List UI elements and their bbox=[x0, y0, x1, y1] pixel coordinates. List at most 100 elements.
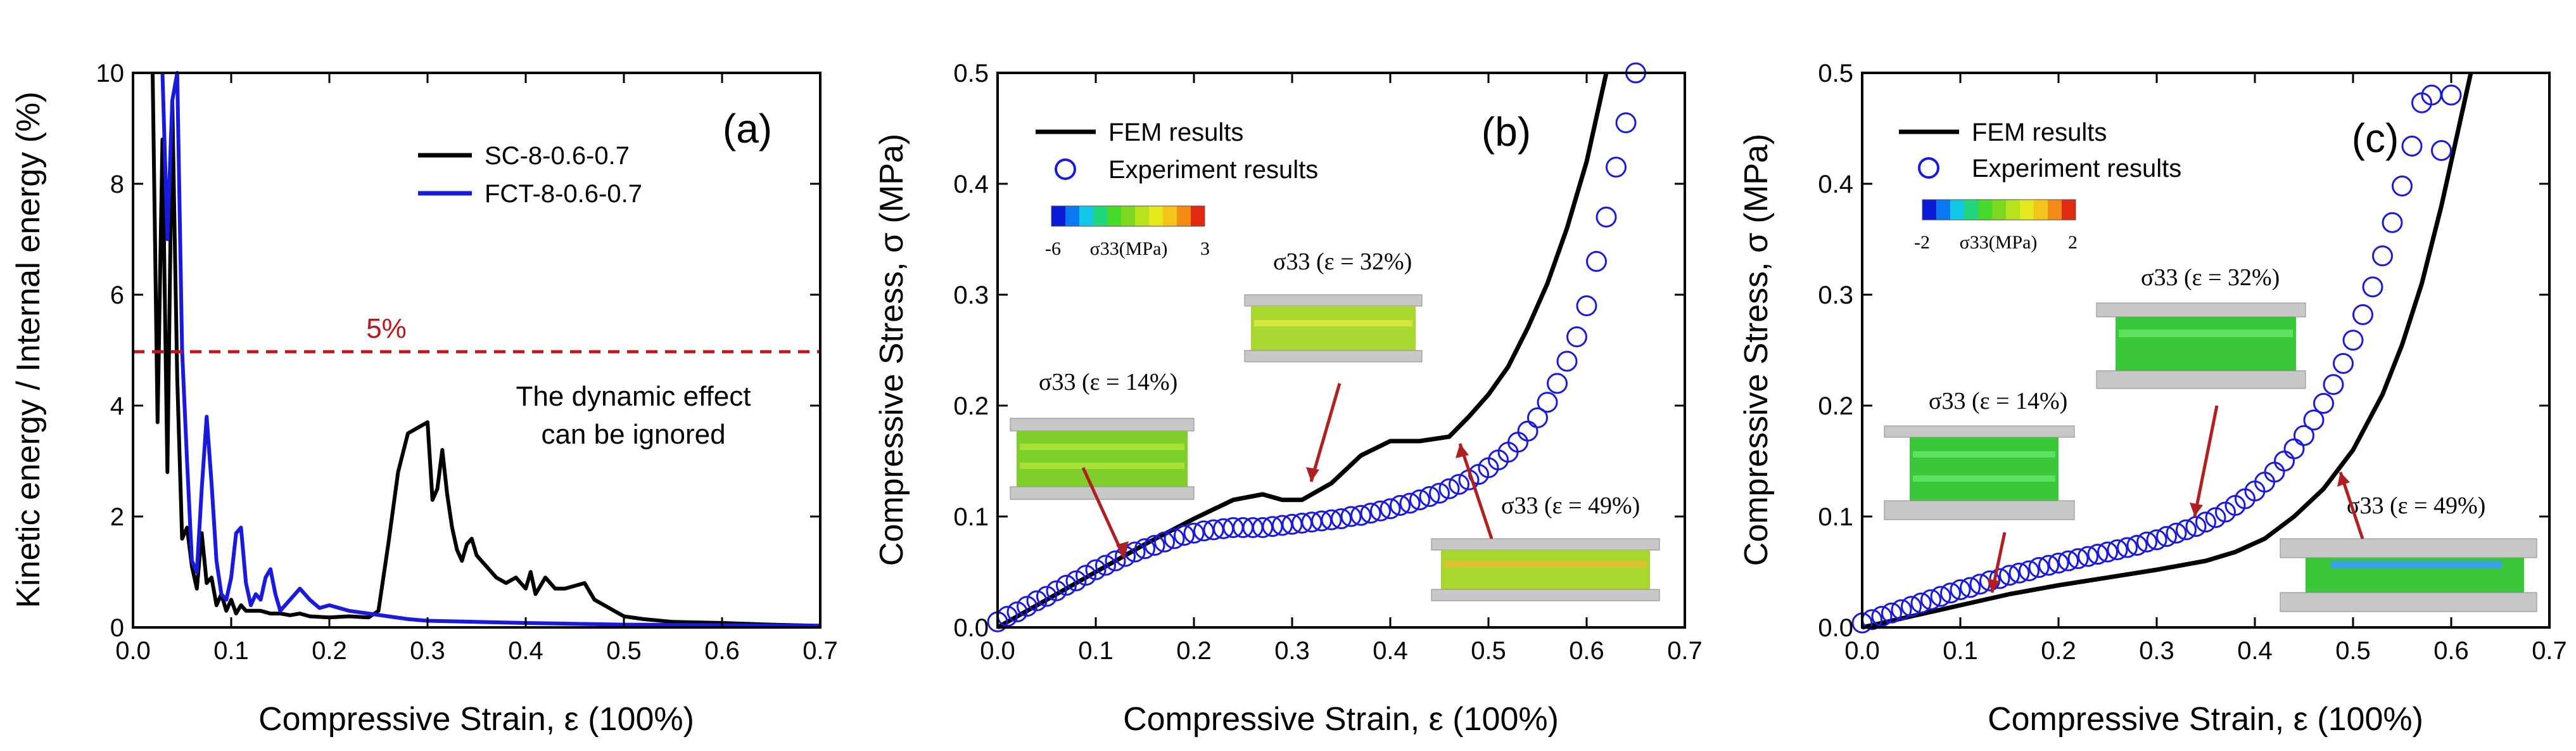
x-tick-label: 0.7 bbox=[1667, 637, 1703, 665]
y-tick-label: 0.1 bbox=[953, 503, 989, 531]
legend-swatch-exp-c bbox=[1918, 157, 1939, 179]
experiment-point bbox=[2195, 511, 2216, 533]
y-tick-label: 0.2 bbox=[1818, 392, 1853, 420]
experiment-point bbox=[2087, 544, 2109, 565]
experiment-point bbox=[2401, 136, 2423, 157]
x-tick-label: 0.4 bbox=[2237, 637, 2273, 665]
experiment-point bbox=[2019, 560, 2040, 582]
experiment-point bbox=[1449, 473, 1469, 495]
experiment-point bbox=[1056, 575, 1077, 596]
legend-label-sc: SC-8-0.6-0.7 bbox=[485, 142, 630, 170]
experiment-point bbox=[1134, 538, 1155, 560]
experiment-point bbox=[2352, 304, 2373, 325]
experiment-point bbox=[2440, 84, 2462, 106]
inset-b-32: σ33 (ε = 32%) bbox=[1244, 248, 1423, 482]
y-tick-label: 0.4 bbox=[1818, 170, 1853, 198]
plot-frame-b bbox=[996, 72, 1686, 629]
inset-label-b-32: σ33 (ε = 32%) bbox=[1273, 248, 1412, 275]
experiment-point bbox=[1576, 295, 1597, 316]
experiment-point bbox=[1321, 509, 1342, 530]
y-tick-label: 8 bbox=[110, 170, 124, 198]
x-tick-label: 0.1 bbox=[1078, 637, 1114, 665]
colorbar-min-c: -2 bbox=[1914, 232, 1930, 253]
x-tick-label: 0.3 bbox=[2139, 637, 2174, 665]
experiment-point bbox=[1154, 531, 1175, 553]
ticks-a: 0.0 0.1 0.2 0.3 0.4 0.5 0.6 0.7 0 2 4 6 8 10 bbox=[96, 60, 838, 665]
ticks-b: 0.0 0.1 0.2 0.3 0.4 0.5 0.6 0.7 0.0 0.1 0.2 0.3 0.4 0… bbox=[953, 60, 1702, 665]
x-tick-label: 0.0 bbox=[980, 637, 1015, 665]
experiment-point bbox=[1370, 500, 1391, 522]
inset-label-c-49: σ33 (ε = 49%) bbox=[2347, 492, 2485, 519]
experiment-point bbox=[2205, 507, 2226, 529]
experiment-point bbox=[2126, 535, 2148, 556]
experiment-point bbox=[1891, 599, 1912, 620]
series-line-sc-8-0-6-0-7 bbox=[151, 72, 821, 628]
experiment-point bbox=[2107, 539, 2128, 560]
legend-label-fem-b: FEM results bbox=[1108, 119, 1243, 146]
experiment-point bbox=[2067, 548, 2089, 569]
inset-label-c-32: σ33 (ε = 32%) bbox=[2141, 264, 2280, 291]
x-tick-label: 0.4 bbox=[508, 637, 543, 665]
experiment-point bbox=[2431, 140, 2452, 161]
experiment-point bbox=[1871, 606, 1893, 627]
experiment-point bbox=[1085, 559, 1107, 581]
experiment-point bbox=[1920, 589, 1941, 610]
experiment-point bbox=[2333, 353, 2354, 374]
colorbar-c: -2 σ33(MPa) 2 bbox=[1914, 199, 2078, 253]
experiment-point bbox=[2392, 176, 2413, 196]
experiment-point bbox=[1380, 498, 1401, 520]
inset-label-c-14: σ33 (ε = 14%) bbox=[1929, 388, 2067, 414]
y-tick-label: 2 bbox=[110, 503, 124, 531]
experiment-point bbox=[1075, 565, 1096, 586]
experiment-point bbox=[2362, 276, 2383, 298]
y-tick-label: 4 bbox=[110, 392, 124, 420]
inset-label-b-14: σ33 (ε = 14%) bbox=[1039, 369, 1177, 395]
experiment-point bbox=[1881, 602, 1902, 624]
panel-a: 5% The dynamic effect can be ignored 0.0… bbox=[10, 60, 838, 738]
x-tick-label: 0.0 bbox=[1844, 637, 1880, 665]
experiment-point bbox=[1979, 570, 2000, 591]
y-tick-label: 0.0 bbox=[953, 614, 989, 642]
x-axis-title-c: Compressive Strain, ε (100%) bbox=[1988, 701, 2423, 738]
experiment-point bbox=[2313, 393, 2334, 414]
experiment-point bbox=[1419, 486, 1440, 507]
x-tick-label: 0.2 bbox=[1176, 637, 1212, 665]
x-tick-label: 0.1 bbox=[1943, 637, 1978, 665]
y-tick-label: 0.0 bbox=[1818, 614, 1853, 642]
experiment-point bbox=[1065, 570, 1087, 591]
y-tick-label: 0 bbox=[110, 614, 124, 642]
x-tick-label: 0.2 bbox=[2041, 637, 2076, 665]
experiment-point bbox=[2323, 374, 2344, 395]
x-tick-label: 0.6 bbox=[1569, 637, 1604, 665]
annotation-line-2: can be ignored bbox=[541, 419, 725, 450]
legend-label-fct: FCT-8-0.6-0.7 bbox=[485, 180, 642, 208]
experiment-point bbox=[1360, 503, 1381, 524]
y-tick-label: 0.3 bbox=[953, 281, 989, 309]
experiment-point bbox=[1105, 550, 1126, 572]
experiment-point bbox=[1930, 586, 1951, 607]
experiment-point bbox=[1046, 580, 1067, 601]
experiment-point bbox=[1390, 495, 1411, 516]
experiment-point bbox=[1340, 506, 1362, 527]
experiment-point bbox=[2097, 541, 2118, 563]
x-axis-title-b: Compressive Strain, ε (100%) bbox=[1123, 701, 1559, 738]
experiment-point bbox=[2038, 555, 2059, 576]
experiment-point bbox=[1989, 568, 2010, 589]
y-tick-label: 0.5 bbox=[1818, 60, 1853, 87]
legend-label-fem-c: FEM results bbox=[1972, 119, 2107, 146]
experiment-point bbox=[1556, 350, 1578, 372]
series-line-fem-results bbox=[1862, 72, 2473, 630]
colorbar-b: -6 σ33(MPa) 3 bbox=[1045, 205, 1210, 259]
experiment-point bbox=[1596, 207, 1617, 228]
experiment-point bbox=[1547, 373, 1568, 394]
experiment-point bbox=[2078, 546, 2098, 567]
experiment-point bbox=[1144, 535, 1165, 556]
legend-c: FEM results Experiment results bbox=[1899, 119, 2181, 183]
experiment-point bbox=[1036, 586, 1057, 607]
experiment-point bbox=[2382, 212, 2403, 233]
inset-b-14: σ33 (ε = 14%) bbox=[1010, 369, 1195, 559]
ticks-c: 0.0 0.1 0.2 0.3 0.4 0.5 0.6 0.7 0.0 0.1 0.2 0.3 0.4 0… bbox=[1818, 60, 2566, 665]
x-tick-label: 0.3 bbox=[1274, 637, 1310, 665]
experiment-point bbox=[2294, 425, 2314, 446]
panel-c: -2 σ33(MPa) 2 σ33 (ε = 14%) σ33 (ε = 32%… bbox=[1738, 60, 2567, 738]
